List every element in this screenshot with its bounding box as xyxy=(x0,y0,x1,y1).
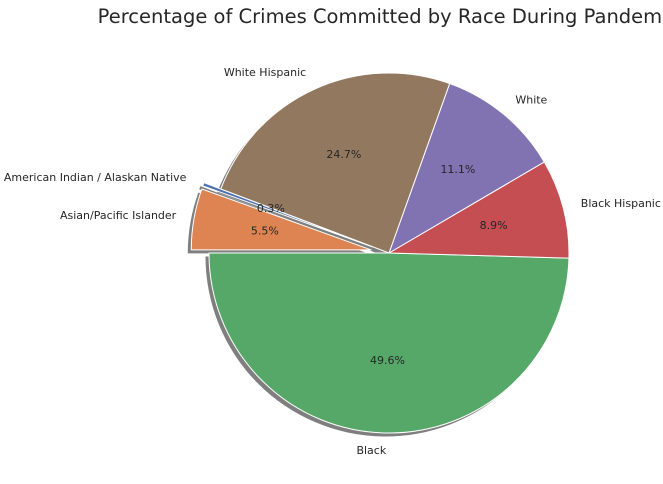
chart-title: Percentage of Crimes Committed by Race D… xyxy=(98,5,663,28)
slice-american-indian-alaskan-native xyxy=(202,182,373,248)
pct-label-white: 11.1% xyxy=(440,163,475,176)
pct-label-black: 49.6% xyxy=(370,354,405,367)
slice-label-black: Black xyxy=(356,444,386,457)
slice-white-hispanic xyxy=(220,72,451,254)
slice-label-asian-pacific-islander: Asian/Pacific Islander xyxy=(60,209,177,222)
slice-label-white-hispanic: White Hispanic xyxy=(224,66,306,79)
pct-label-black-hispanic: 8.9% xyxy=(480,219,508,232)
slice-labels: Black 49.6% Black Hispanic 8.9% White 11.1% Wh… xyxy=(4,66,661,457)
slice-label-american-indian-alaskan-native: American Indian / Alaskan Native xyxy=(4,171,187,184)
pct-label-white-hispanic: 24.7% xyxy=(326,148,361,161)
slice-black xyxy=(208,252,570,434)
pie-slices xyxy=(190,72,570,434)
pct-label-american-indian-alaskan-native: 0.3% xyxy=(257,202,285,215)
slice-label-white: White xyxy=(515,94,547,107)
slice-asian-pacific-islander xyxy=(190,188,372,251)
slice-white xyxy=(388,83,545,254)
pct-label-asian-pacific-islander: 5.5% xyxy=(251,224,279,237)
slice-label-black-hispanic: Black Hispanic xyxy=(581,197,661,210)
slice-black-hispanic xyxy=(388,161,570,259)
